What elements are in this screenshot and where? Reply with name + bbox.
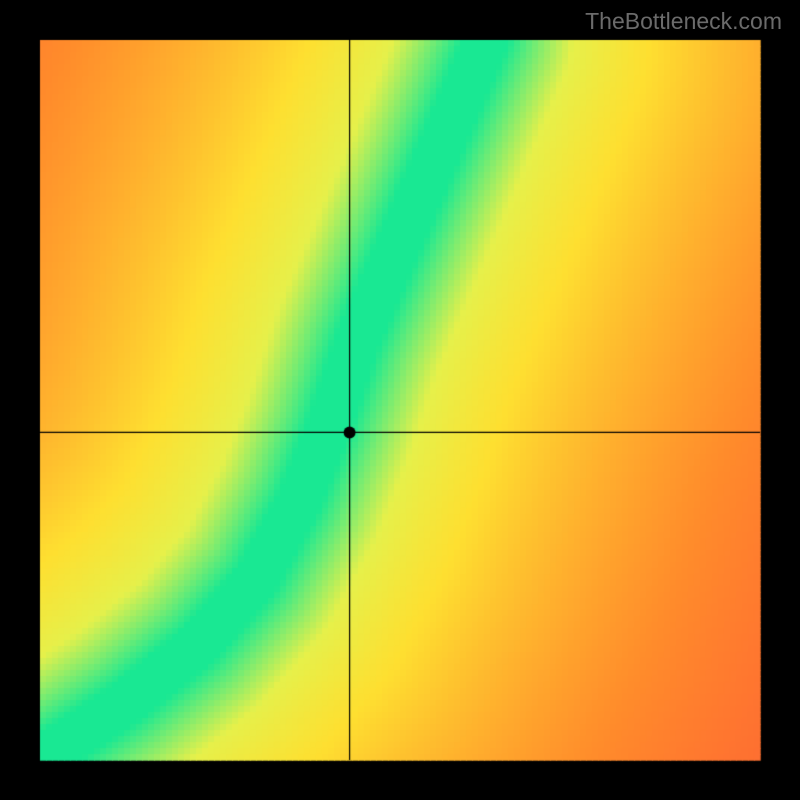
bottleneck-heatmap — [0, 0, 800, 800]
chart-container: { "watermark": { "text": "TheBottleneck.… — [0, 0, 800, 800]
watermark-text: TheBottleneck.com — [585, 8, 782, 35]
